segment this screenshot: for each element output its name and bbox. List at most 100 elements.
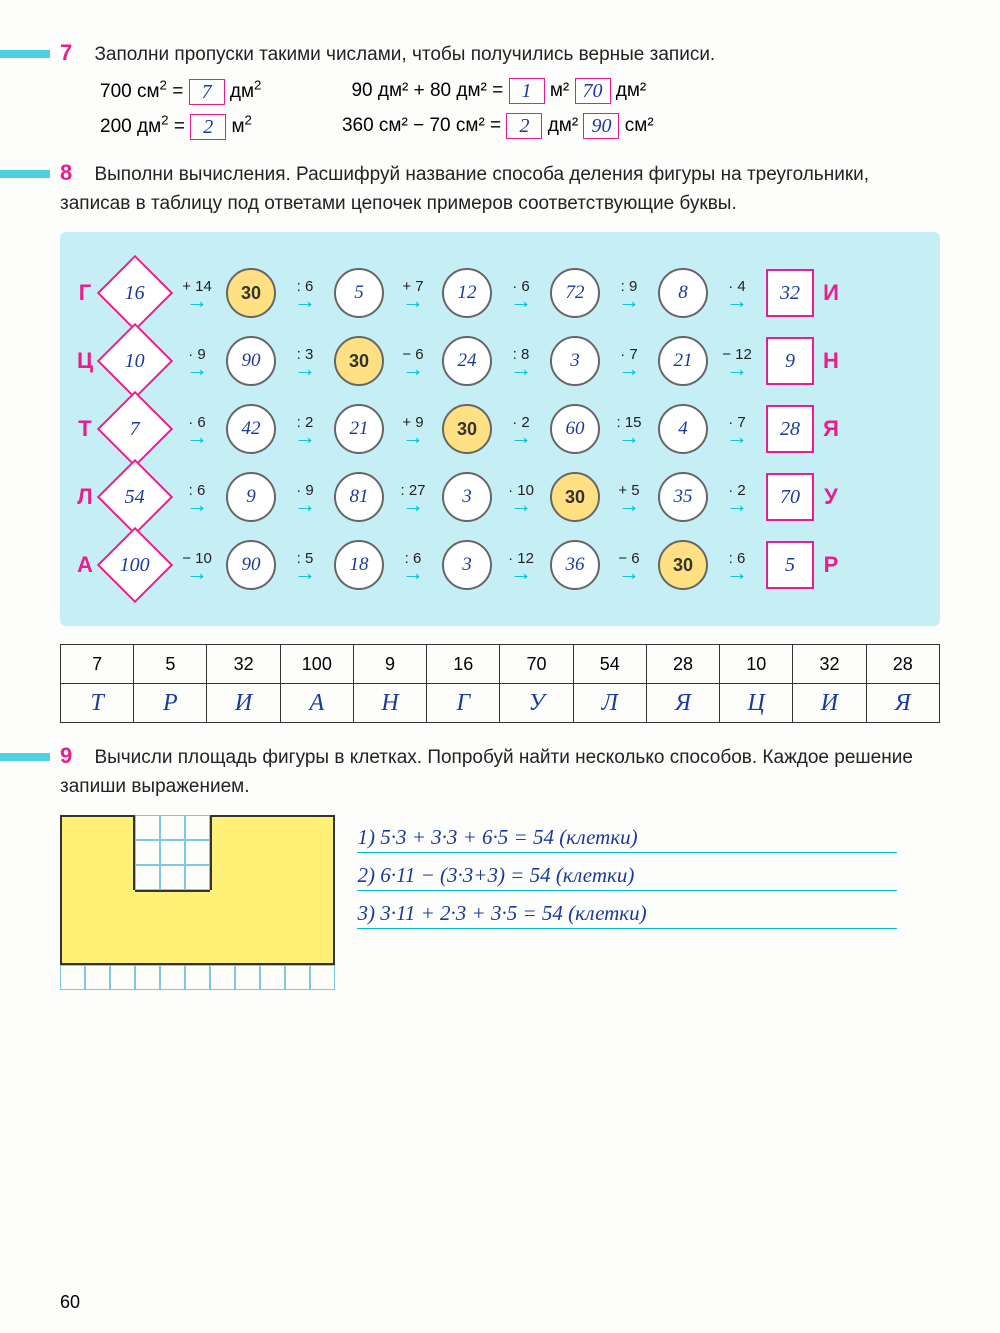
- chain-circle-answer: 24: [442, 336, 492, 386]
- page-number: 60: [60, 1292, 80, 1313]
- table-num-cell: 70: [500, 645, 573, 684]
- arrow: : 27→: [390, 482, 436, 512]
- chain-row: Ц10· 9→90: 3→30− 6→24: 8→3· 7→21− 12→9Н: [74, 334, 926, 388]
- arrow: · 2→: [714, 482, 760, 512]
- chain-letter: И: [820, 280, 842, 306]
- arrow: : 15→: [606, 414, 652, 444]
- chain-start-diamond: 54: [97, 459, 173, 535]
- task-text: Заполни пропуски такими числами, чтобы п…: [94, 44, 715, 65]
- table-num-cell: 100: [280, 645, 353, 684]
- arrow: · 4→: [714, 278, 760, 308]
- table-num-cell: 9: [353, 645, 426, 684]
- chain-row: Т7· 6→42: 2→21+ 9→30· 2→60: 15→4· 7→28Я: [74, 402, 926, 456]
- arrow: : 2→: [282, 414, 328, 444]
- arrow: : 6→: [282, 278, 328, 308]
- chains-container: Г16+ 14→30: 6→5+ 7→12· 6→72: 9→8· 4→32ИЦ…: [60, 232, 940, 626]
- table-num-cell: 10: [720, 645, 793, 684]
- chain-letter: Н: [820, 348, 842, 374]
- chain-row: А100− 10→90: 5→18: 6→3· 12→36− 6→30: 6→5…: [74, 538, 926, 592]
- arrow: : 6→: [174, 482, 220, 512]
- task-7: 7 Заполни пропуски такими числами, чтобы…: [60, 40, 940, 140]
- arrow: · 7→: [606, 346, 652, 376]
- answer-box[interactable]: 90: [583, 113, 619, 139]
- arrow: : 6→: [714, 550, 760, 580]
- table-num-cell: 32: [793, 645, 866, 684]
- chain-circle-answer: 18: [334, 540, 384, 590]
- solutions: 1) 5·3 + 3·3 + 6·5 = 54 (клетки) 2) 6·11…: [357, 815, 897, 939]
- task-8: 8 Выполни вычисления. Расшифруй название…: [60, 160, 940, 723]
- chain-row: Л54: 6→9· 9→81: 27→3· 10→30+ 5→35· 2→70У: [74, 470, 926, 524]
- answer-box[interactable]: 1: [509, 78, 545, 104]
- chain-circle-answer: 90: [226, 540, 276, 590]
- chain-circle-given: 30: [226, 268, 276, 318]
- eq-text: м2: [231, 116, 251, 137]
- eq-text: 200 дм2 =: [100, 116, 190, 137]
- arrow: − 10→: [174, 550, 220, 580]
- chain-letter: Я: [820, 416, 842, 442]
- eq-text: см²: [625, 115, 654, 136]
- workbook-page: 7 Заполни пропуски такими числами, чтобы…: [0, 0, 1000, 1333]
- arrow: · 2→: [498, 414, 544, 444]
- table-num-cell: 5: [134, 645, 207, 684]
- table-letter-cell: Т: [61, 684, 134, 723]
- arrow: · 7→: [714, 414, 760, 444]
- answer-table: 7532100916705428103228 ТРИАНГУЛЯЦИЯ: [60, 644, 940, 723]
- table-letter-cell: И: [793, 684, 866, 723]
- chain-letter: А: [74, 552, 96, 578]
- chain-end-box: 32: [766, 269, 814, 317]
- answer-box[interactable]: 2: [190, 114, 226, 140]
- chain-letter: У: [820, 484, 842, 510]
- arrow: · 9→: [282, 482, 328, 512]
- arrow: − 6→: [606, 550, 652, 580]
- chain-circle-answer: 60: [550, 404, 600, 454]
- chain-end-box: 70: [766, 473, 814, 521]
- margin-bar: [0, 753, 50, 761]
- chain-end-box: 28: [766, 405, 814, 453]
- answer-box[interactable]: 7: [189, 79, 225, 105]
- table-letter-cell: Я: [866, 684, 939, 723]
- solution-line: 2) 6·11 − (3·3+3) = 54 (клетки): [357, 863, 897, 891]
- table-letter-cell: Л: [573, 684, 646, 723]
- arrow: · 12→: [498, 550, 544, 580]
- table-num-cell: 28: [646, 645, 719, 684]
- table-num-cell: 54: [573, 645, 646, 684]
- table-letter-cell: Н: [353, 684, 426, 723]
- grid-figure: [60, 815, 335, 990]
- task-9: 9 Вычисли площадь фигуры в клетках. Попр…: [60, 743, 940, 990]
- chain-circle-answer: 3: [550, 336, 600, 386]
- chain-circle-given: 30: [658, 540, 708, 590]
- table-letter-cell: Р: [134, 684, 207, 723]
- arrow: + 14→: [174, 278, 220, 308]
- chain-start-diamond: 16: [97, 255, 173, 331]
- answer-box[interactable]: 70: [575, 78, 611, 104]
- chain-letter: Л: [74, 484, 96, 510]
- chain-circle-answer: 42: [226, 404, 276, 454]
- arrow: · 9→: [174, 346, 220, 376]
- answer-box[interactable]: 2: [506, 113, 542, 139]
- table-letter-cell: Ц: [720, 684, 793, 723]
- solution-line: 1) 5·3 + 3·3 + 6·5 = 54 (клетки): [357, 825, 897, 853]
- arrow: + 7→: [390, 278, 436, 308]
- arrow: · 10→: [498, 482, 544, 512]
- chain-circle-answer: 5: [334, 268, 384, 318]
- arrow: + 9→: [390, 414, 436, 444]
- task-number: 9: [60, 743, 90, 769]
- chain-circle-answer: 72: [550, 268, 600, 318]
- chain-start-diamond: 7: [97, 391, 173, 467]
- table-num-cell: 28: [866, 645, 939, 684]
- chain-circle-answer: 90: [226, 336, 276, 386]
- chain-start-diamond: 10: [97, 323, 173, 399]
- chain-circle-answer: 21: [334, 404, 384, 454]
- arrow: : 6→: [390, 550, 436, 580]
- table-letter-cell: Г: [427, 684, 500, 723]
- table-num-cell: 7: [61, 645, 134, 684]
- table-letter-cell: У: [500, 684, 573, 723]
- arrow: · 6→: [174, 414, 220, 444]
- arrow: : 3→: [282, 346, 328, 376]
- arrow: + 5→: [606, 482, 652, 512]
- table-letter-cell: Я: [646, 684, 719, 723]
- arrow: : 8→: [498, 346, 544, 376]
- eq-text: дм²: [548, 115, 584, 136]
- equation-row-2: 200 дм2 = 2 м2 360 см² − 70 см² = 2 дм² …: [100, 113, 940, 140]
- task-number: 7: [60, 40, 90, 66]
